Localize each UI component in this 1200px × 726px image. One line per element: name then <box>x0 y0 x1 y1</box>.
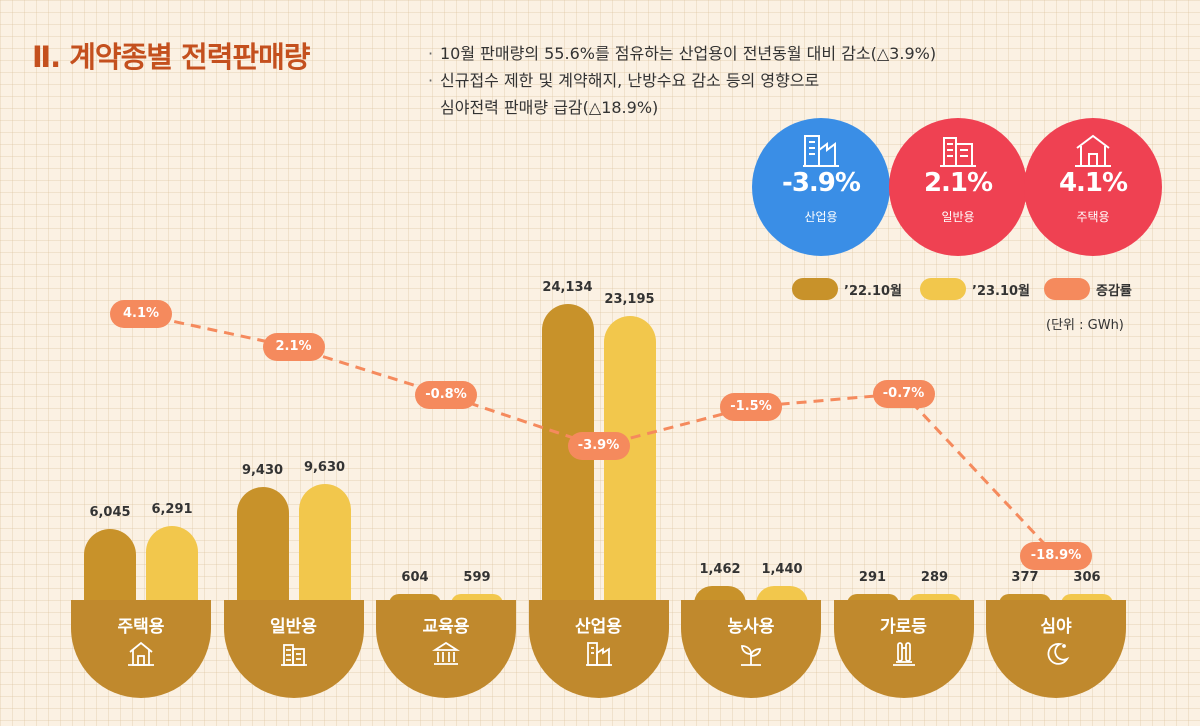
rate-label: 4.1% <box>110 300 172 329</box>
value-label: 6,291 <box>151 501 193 517</box>
bar-curr <box>908 594 961 604</box>
bar-curr <box>756 586 808 604</box>
category-label: 일반용 <box>270 617 317 637</box>
legend-swatch <box>920 278 966 300</box>
value-label: 377 <box>1011 570 1039 585</box>
category-label: 산업용 <box>575 617 622 637</box>
category-label: 주택용 <box>117 617 165 637</box>
bar-prev <box>236 486 289 604</box>
rate-label: 2.1% <box>262 333 325 362</box>
legend-label: 증감률 <box>1096 283 1132 299</box>
value-label: 9,630 <box>303 460 346 476</box>
bar-curr <box>1061 594 1113 604</box>
value-label: 1,462 <box>699 561 741 577</box>
bar-curr <box>146 525 198 604</box>
factory-icon <box>803 135 839 167</box>
rate-label: -18.9% <box>1020 542 1092 571</box>
legend-prev: ’22.10월 <box>792 278 902 300</box>
value-label: 291 <box>858 570 887 585</box>
bar-prev <box>694 585 746 604</box>
unit-label: (단위 : GWh) <box>1046 318 1124 333</box>
highlight-label: 산업용 <box>804 210 838 224</box>
value-label: 599 <box>463 570 491 585</box>
value-label: 6,045 <box>89 504 131 520</box>
sprout-icon <box>741 645 761 666</box>
bar-prev <box>84 528 136 604</box>
value-label: 24,134 <box>542 280 593 295</box>
note-line: 신규접수 제한 및 계약해지, 난방수요 감소 등의 영향으로 <box>428 67 936 94</box>
category-label: 교육용 <box>422 617 470 637</box>
note-line: 10월 판매량의 55.6%를 점유하는 산업용이 전년동월 대비 감소(△3.… <box>428 40 936 67</box>
value-label: 306 <box>1073 570 1101 585</box>
highlight-residential: 4.1% 주택용 <box>1024 118 1162 256</box>
value-label: 604 <box>401 570 429 585</box>
rate-label: -0.7% <box>872 379 935 408</box>
bar-prev <box>389 594 441 604</box>
house-icon <box>128 641 154 666</box>
legend-label: ’23.10월 <box>972 283 1031 299</box>
highlight-industrial: -3.9% 산업용 <box>752 118 890 256</box>
bar-curr <box>451 594 503 604</box>
moon-icon <box>1047 643 1070 665</box>
building-icon <box>940 137 976 167</box>
factory-icon <box>585 642 612 666</box>
school-icon <box>432 641 460 665</box>
legend-rate: 증감률 <box>1044 278 1132 300</box>
building-icon <box>280 644 307 666</box>
bar-prev <box>999 594 1051 604</box>
legend-swatch <box>792 278 838 300</box>
streetlight-icon <box>892 642 915 666</box>
highlight-label: 일반용 <box>941 210 975 224</box>
highlight-general: 2.1% 일반용 <box>889 118 1027 256</box>
value-label: 1,440 <box>761 562 803 578</box>
note-line: 심야전력 판매량 급감(△18.9%) <box>440 98 659 117</box>
bar-prev <box>846 594 899 604</box>
rate-label: -0.8% <box>415 381 477 410</box>
summary-notes: 10월 판매량의 55.6%를 점유하는 산업용이 전년동월 대비 감소(△3.… <box>428 40 936 121</box>
value-label: 9,430 <box>241 462 284 478</box>
legend-label: ’22.10월 <box>844 283 903 299</box>
rate-label: -3.9% <box>567 432 630 461</box>
value-label: 23,195 <box>604 291 655 307</box>
rate-label: -1.5% <box>720 392 782 421</box>
house-icon <box>1075 134 1111 167</box>
legend-swatch <box>1044 278 1090 300</box>
page-title: Ⅱ. 계약종별 전력판매량 <box>32 40 310 74</box>
highlight-label: 주택용 <box>1076 210 1110 224</box>
value-label: 289 <box>920 570 949 585</box>
highlight-pct: 2.1% <box>923 168 993 198</box>
highlight-pct: -3.9% <box>782 168 861 198</box>
category-label: 가로등 <box>880 617 927 637</box>
legend-curr: ’23.10월 <box>920 278 1030 300</box>
category-label: 심야 <box>1040 617 1072 637</box>
highlight-pct: 4.1% <box>1058 168 1128 198</box>
bar-curr <box>298 484 351 604</box>
category-label: 농사용 <box>727 617 775 637</box>
